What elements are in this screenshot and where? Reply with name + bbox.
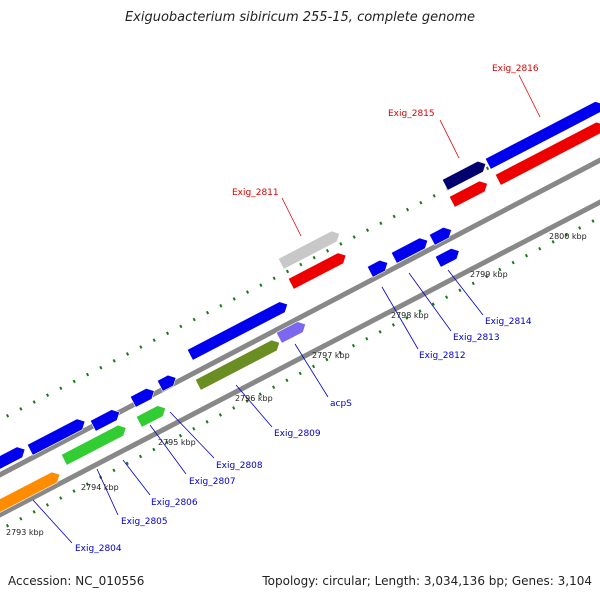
gene-blue-exig-2814[interactable] <box>434 246 462 268</box>
gene-label-exig-2804[interactable]: Exig_2804 <box>75 544 122 554</box>
leader-exig-2808 <box>169 411 215 459</box>
gene-red-exig-2815[interactable] <box>448 178 490 208</box>
scale-label-2798: 2798 kbp <box>391 311 429 320</box>
genome-title: Exiguobacterium sibiricum 255-15, comple… <box>124 10 476 25</box>
gene-lavender[interactable] <box>275 319 308 344</box>
genome-backbone <box>0 157 600 518</box>
gene-label-exig-2815[interactable]: Exig_2815 <box>388 109 435 119</box>
gene-blue-exig-2812[interactable] <box>366 257 390 278</box>
leader-exig-2804 <box>32 499 73 544</box>
backbone-lower <box>0 199 600 518</box>
gene-label-exig-2813[interactable]: Exig_2813 <box>453 333 500 343</box>
leader-acps <box>294 343 329 398</box>
gene-orange[interactable] <box>0 469 63 522</box>
scale-labels: 2793 kbp 2794 kbp 2795 kbp 2796 kbp 2797… <box>6 232 587 537</box>
gene-blue-exig-2813[interactable] <box>390 235 430 264</box>
scale-label-2796: 2796 kbp <box>235 394 273 403</box>
gene-blue-b[interactable] <box>89 407 122 432</box>
gene-blue-exig-2816[interactable] <box>484 99 600 170</box>
leader-exig-2809 <box>235 384 273 428</box>
gene-label-exig-2807[interactable]: Exig_2807 <box>189 477 236 487</box>
leader-exig-2813 <box>408 272 452 332</box>
gene-label-exig-2814[interactable]: Exig_2814 <box>485 317 532 327</box>
gene-label-exig-2805[interactable]: Exig_2805 <box>121 517 168 527</box>
label-leader-lines <box>32 74 541 544</box>
leader-exig-2806 <box>122 459 151 496</box>
gene-navy-exig-2815[interactable] <box>441 158 488 191</box>
accession-text: Accession: NC_010556 <box>8 574 145 588</box>
leader-exig-2807 <box>149 424 187 475</box>
gene-olive-acps[interactable] <box>194 337 282 391</box>
gene-red-exig-2811[interactable] <box>287 250 349 290</box>
gene-blue-a[interactable] <box>26 416 88 456</box>
leader-exig-2816 <box>518 74 541 118</box>
scale-label-2800: 2800 kbp <box>549 232 587 241</box>
genome-summary-text: Topology: circular; Length: 3,034,136 bp… <box>262 574 592 588</box>
gene-label-exig-2808[interactable]: Exig_2808 <box>216 461 263 471</box>
leader-exig-2815 <box>439 119 460 159</box>
leader-exig-2805 <box>96 468 119 516</box>
tick-row-lower <box>0 215 600 532</box>
gene-label-exig-2816[interactable]: Exig_2816 <box>492 64 539 74</box>
gene-label-acps[interactable]: acpS <box>330 399 352 409</box>
gene-blue-2813b[interactable] <box>428 225 454 246</box>
gene-blue-exig-2807[interactable] <box>156 372 179 392</box>
gene-blue-left-edge[interactable] <box>0 444 28 484</box>
gene-label-exig-2809[interactable]: Exig_2809 <box>274 429 321 439</box>
gene-labels: Exig_2804 Exig_2805 Exig_2806 Exig_2807 … <box>75 64 539 554</box>
scale-label-2795: 2795 kbp <box>158 438 196 447</box>
gene-features <box>0 99 600 522</box>
gene-green-long[interactable] <box>60 422 129 466</box>
leader-exig-2811 <box>281 197 302 237</box>
gene-green-short[interactable] <box>135 403 168 428</box>
gene-blue-exig-2809[interactable] <box>186 299 290 361</box>
gene-label-exig-2806[interactable]: Exig_2806 <box>151 498 198 508</box>
leader-exig-2814 <box>447 269 484 316</box>
gene-grey-exig-2811[interactable] <box>277 228 342 270</box>
scale-label-2793: 2793 kbp <box>6 528 44 537</box>
scale-label-2799: 2799 kbp <box>470 270 508 279</box>
scale-label-2797: 2797 kbp <box>312 351 350 360</box>
gene-red-exig-2816[interactable] <box>494 119 600 186</box>
gene-blue-exig-2806[interactable] <box>129 386 157 408</box>
leader-exig-2812 <box>381 286 419 350</box>
gene-label-exig-2812[interactable]: Exig_2812 <box>419 351 466 361</box>
gene-label-exig-2811[interactable]: Exig_2811 <box>232 188 279 198</box>
scale-label-2794: 2794 kbp <box>81 483 119 492</box>
